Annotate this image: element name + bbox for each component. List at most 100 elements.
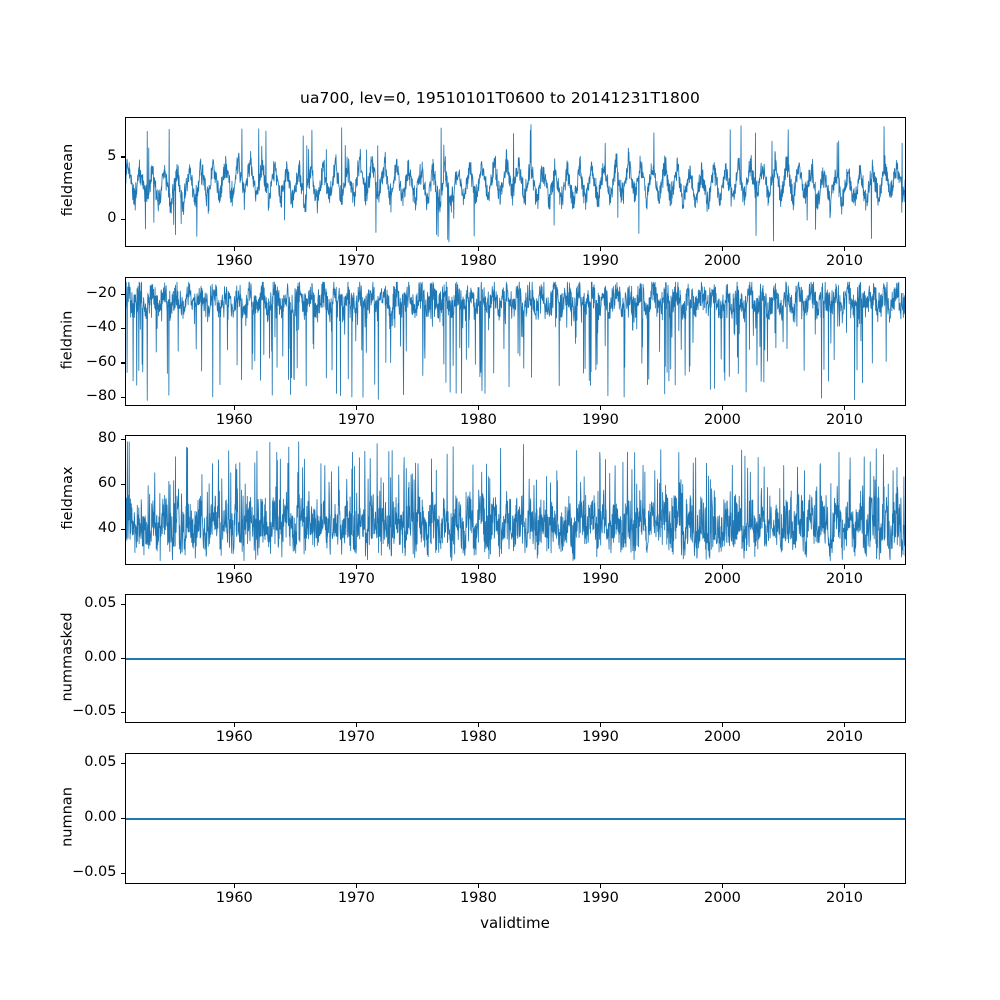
panel-fieldmin: [124, 277, 906, 406]
y-tick-label: 0.00: [84, 809, 117, 825]
x-axis-label: validtime: [480, 914, 550, 932]
y-tick-label: −0.05: [72, 863, 117, 880]
x-tick-mark: [477, 565, 479, 569]
x-tick-mark: [721, 406, 723, 410]
x-tick-label: 1970: [337, 729, 375, 745]
series-plot-fieldmin: [124, 281, 906, 401]
x-tick-mark: [477, 884, 479, 888]
y-tick-mark: [120, 483, 125, 485]
x-tick-label: 2000: [704, 412, 741, 428]
x-tick-label: 1980: [459, 571, 497, 587]
series-line-nummasked: [124, 657, 906, 660]
y-tick-mark: [120, 817, 125, 820]
x-tick-label: 1960: [215, 729, 253, 745]
chart-title: ua700, lev=0, 19510101T0600 to 20141231T…: [300, 89, 700, 107]
y-tick-label: 0.05: [84, 754, 117, 771]
x-tick-mark: [355, 565, 357, 569]
x-tick-mark: [599, 884, 601, 888]
y-tick-mark: [120, 604, 125, 606]
panel-nummasked: [124, 594, 906, 723]
y-tick-label: 40: [98, 519, 117, 536]
x-tick-mark: [843, 406, 846, 410]
x-tick-label: 1990: [581, 890, 619, 906]
y-tick-mark: [120, 293, 125, 295]
y-tick-mark: [120, 328, 125, 330]
x-tick-mark: [721, 723, 723, 727]
x-tick-label: 2010: [826, 412, 863, 428]
y-tick-mark: [120, 218, 125, 221]
y-tick-label: 0.05: [84, 595, 117, 612]
y-tick-mark: [120, 528, 125, 530]
x-tick-mark: [355, 884, 357, 888]
x-tick-label: 2010: [826, 890, 863, 906]
x-tick-mark: [599, 247, 601, 251]
x-tick-label: 1980: [459, 253, 497, 269]
x-tick-label: 1970: [337, 571, 375, 587]
x-tick-mark: [233, 723, 235, 727]
series-line-numnan: [124, 817, 906, 820]
y-tick-label: −0.05: [72, 702, 117, 719]
y-tick-mark: [120, 362, 125, 364]
x-tick-label: 1990: [581, 729, 619, 745]
x-tick-mark: [599, 723, 601, 727]
x-tick-mark: [233, 565, 235, 569]
x-tick-mark: [721, 565, 723, 569]
y-tick-mark: [120, 711, 125, 713]
x-tick-mark: [843, 565, 846, 569]
x-tick-label: 2010: [826, 253, 863, 269]
panel-fieldmax: [124, 435, 906, 565]
y-axis-label-fieldmax: fieldmax: [59, 466, 76, 530]
x-tick-label: 1960: [215, 412, 253, 428]
y-axis-label-nummasked: nummasked: [59, 611, 76, 702]
y-tick-label: −20: [85, 284, 117, 301]
panel-numnan: [124, 753, 906, 884]
y-tick-mark: [120, 438, 125, 441]
x-tick-mark: [233, 884, 235, 888]
y-axis-label-numnan: numnan: [59, 786, 76, 847]
x-tick-mark: [599, 406, 601, 410]
x-tick-mark: [477, 406, 479, 410]
x-tick-label: 1980: [459, 890, 497, 906]
y-tick-label: 60: [98, 474, 117, 491]
x-tick-mark: [233, 247, 235, 251]
x-tick-mark: [355, 406, 357, 410]
x-tick-label: 1960: [215, 253, 253, 269]
x-tick-label: 1990: [581, 571, 619, 587]
x-tick-label: 2000: [704, 571, 741, 587]
y-tick-label: −40: [85, 319, 117, 336]
x-tick-mark: [721, 247, 723, 251]
x-tick-label: 1980: [459, 412, 497, 428]
x-tick-label: 2010: [826, 571, 863, 587]
x-tick-label: 1980: [459, 729, 497, 745]
x-tick-mark: [233, 406, 235, 410]
y-tick-label: 0.00: [84, 649, 117, 665]
x-tick-label: 2000: [704, 890, 741, 906]
y-tick-mark: [120, 763, 125, 765]
x-tick-mark: [355, 723, 357, 727]
x-tick-label: 1960: [215, 890, 253, 906]
x-tick-label: 1990: [581, 253, 619, 269]
y-tick-label: 5: [107, 147, 117, 164]
x-tick-mark: [843, 884, 846, 888]
series-plot-fieldmax: [124, 441, 906, 561]
x-tick-label: 1970: [337, 412, 375, 428]
x-tick-mark: [355, 247, 357, 251]
x-tick-mark: [843, 247, 846, 251]
y-axis-label-fieldmin: fieldmin: [59, 310, 76, 369]
y-axis-label-fieldmean: fieldmean: [59, 143, 76, 217]
x-tick-label: 1970: [337, 890, 375, 906]
y-tick-label: 0: [107, 210, 117, 226]
y-tick-mark: [120, 396, 125, 398]
x-tick-label: 1990: [581, 412, 619, 428]
y-tick-label: 80: [98, 429, 117, 446]
x-tick-mark: [843, 723, 846, 727]
x-tick-mark: [477, 247, 479, 251]
panel-fieldmean: [124, 117, 906, 247]
x-tick-label: 1960: [215, 571, 253, 587]
x-tick-mark: [599, 565, 601, 569]
x-tick-label: 2000: [704, 729, 741, 745]
y-tick-label: −60: [85, 353, 117, 370]
series-plot-fieldmean: [124, 124, 906, 243]
x-tick-mark: [477, 723, 479, 727]
